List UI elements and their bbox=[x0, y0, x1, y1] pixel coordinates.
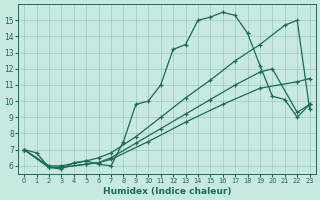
X-axis label: Humidex (Indice chaleur): Humidex (Indice chaleur) bbox=[103, 187, 231, 196]
